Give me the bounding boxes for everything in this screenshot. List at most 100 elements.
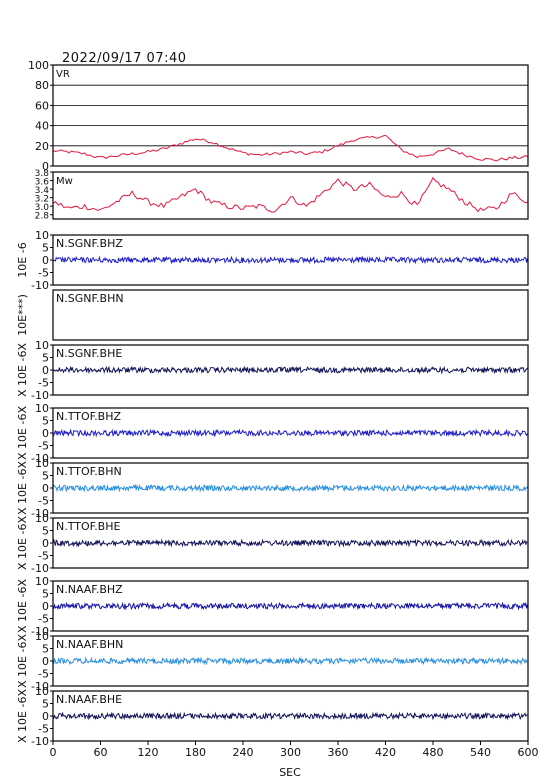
x-tick-label: 360 (328, 746, 349, 759)
y-tick-label: 3.6 (35, 178, 50, 188)
y-tick-label: -5 (38, 377, 49, 390)
waveform-trace-n-ttof-bhe (52, 538, 528, 548)
y-tick-label: -5 (38, 495, 49, 508)
y-tick-label: 0 (42, 710, 49, 723)
panel-label: N.TTOF.BHN (56, 465, 122, 478)
y-tick-label: -10 (31, 625, 49, 638)
y-tick-label: 10 (35, 630, 49, 643)
y-tick-label: 0 (42, 364, 49, 377)
y-tick-label: 10 (35, 229, 49, 242)
y-tick-label: 10 (35, 685, 49, 698)
waveform-trace-n-naaf-bhn (52, 656, 528, 666)
y-tick-label: 10 (35, 339, 49, 352)
waveform-trace-n-sgnf-bhz (52, 255, 528, 265)
y-tick-label: 5 (42, 415, 49, 428)
panel-frame (52, 64, 529, 167)
y-tick-label: 0 (42, 427, 49, 440)
y-tick-label: 0 (42, 160, 49, 173)
y-axis-unit-label: X 10E -6X (16, 689, 29, 743)
y-axis-unit-label: X 10E -6X (16, 406, 29, 460)
y-axis-unit-label: X 10E -6X (16, 579, 29, 633)
panel-n-sgnf-bhn: 10E***) N.SGNF.BHN (16, 289, 529, 341)
y-axis-unit-label: X 10E -6X (16, 516, 29, 570)
waveform-trace-n-naaf-bhe (52, 711, 528, 721)
panel-mw: 3.83.63.43.23.02.8 Mw (35, 169, 529, 222)
y-axis-unit-label: X 10E -6X (16, 461, 29, 515)
y-tick-label: -5 (38, 550, 49, 563)
y-axis-unit-label: 10E***) (16, 294, 29, 336)
y-tick-label: -5 (38, 267, 49, 280)
panel-frame (52, 517, 529, 569)
panels-layer: 100806040200VR3.83.63.43.23.02.8Mw1050-5… (16, 59, 529, 748)
panel-label: N.NAAF.BHN (56, 638, 123, 651)
panel-frame (52, 344, 529, 396)
y-tick-label: 5 (42, 525, 49, 538)
x-tick-label: 180 (185, 746, 206, 759)
y-tick-label: 0 (42, 482, 49, 495)
y-tick-label: 10 (35, 575, 49, 588)
y-tick-label: 100 (28, 59, 49, 72)
y-tick-label: 0 (42, 254, 49, 267)
panel-label: N.SGNF.BHE (56, 347, 122, 360)
y-tick-label: 5 (42, 242, 49, 255)
y-tick-label: 10 (35, 402, 49, 415)
x-tick-label: 600 (518, 746, 539, 759)
y-axis-unit-label: X 10E -6X (16, 343, 29, 397)
panel-label: Mw (56, 176, 73, 187)
panel-frame (52, 407, 529, 459)
y-axis-unit-label: X 10E -6X (16, 634, 29, 688)
x-tick-label: 60 (94, 746, 108, 759)
y-tick-label: 5 (42, 352, 49, 365)
waveform-trace-n-ttof-bhz (52, 428, 528, 438)
y-tick-label: -10 (31, 507, 49, 520)
panel-label: N.SGNF.BHN (56, 292, 124, 305)
y-tick-label: 5 (42, 470, 49, 483)
panel-label: N.SGNF.BHZ (56, 237, 123, 250)
x-tick-label: 240 (233, 746, 254, 759)
y-tick-label: 2.8 (35, 212, 50, 222)
panel-vr: 100 80 60 40 20 0 VR (28, 59, 529, 173)
panel-label: N.NAAF.BHZ (56, 583, 123, 596)
y-tick-label: 0 (42, 655, 49, 668)
y-tick-label: 3.8 (35, 169, 50, 179)
x-tick-label: 540 (470, 746, 491, 759)
y-tick-label: 5 (42, 643, 49, 656)
panel-frame (52, 289, 529, 341)
y-tick-label: 3.4 (35, 186, 50, 196)
y-tick-label: 20 (35, 140, 49, 153)
y-tick-label: 0 (42, 600, 49, 613)
panel-frame (52, 234, 529, 286)
panel-label: VR (56, 69, 70, 80)
panel-frame (52, 580, 529, 632)
x-axis-title: SEC (279, 766, 301, 779)
y-tick-label: -10 (31, 735, 49, 748)
y-tick-label: -10 (31, 562, 49, 575)
panel-label: N.NAAF.BHE (56, 693, 122, 706)
waveform-trace-n-ttof-bhn (52, 483, 528, 493)
x-tick-label: 120 (138, 746, 159, 759)
panel-frame (52, 171, 529, 220)
y-tick-label: -10 (31, 452, 49, 465)
x-tick-label: 420 (375, 746, 396, 759)
y-tick-label: -5 (38, 440, 49, 453)
x-axis: 0 60 120 180 240 300 360 420 480 540 600 (50, 741, 539, 759)
series-line-mw (52, 176, 529, 213)
x-tick-label: 300 (280, 746, 301, 759)
y-tick-label: -10 (31, 279, 49, 292)
waveform-trace-n-sgnf-bhe (52, 365, 528, 375)
y-tick-label: 10 (35, 512, 49, 525)
y-tick-label: -5 (38, 723, 49, 736)
y-tick-label: 5 (42, 588, 49, 601)
y-tick-label: 60 (35, 99, 49, 112)
y-tick-label: 3.2 (35, 195, 49, 205)
panel-label: N.TTOF.BHZ (56, 410, 122, 423)
panel-frame (52, 635, 529, 687)
